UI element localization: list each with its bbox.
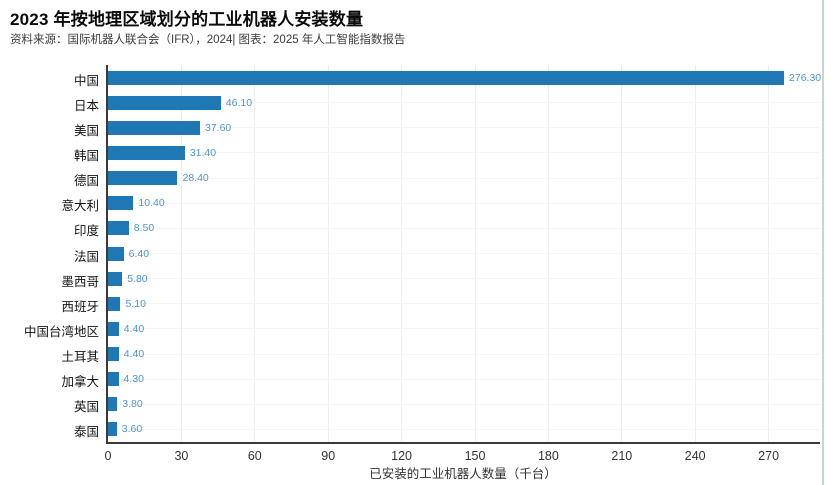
category-label: 日本 <box>73 98 99 113</box>
value-label: 28.40 <box>182 172 209 185</box>
bar-加拿大 <box>108 372 119 387</box>
bar-意大利 <box>108 196 134 211</box>
y-gridline <box>108 403 820 405</box>
y-gridline <box>108 177 820 179</box>
value-label: 5.10 <box>125 297 146 310</box>
value-label: 31.40 <box>189 146 217 159</box>
x-tick-label: 120 <box>391 449 413 463</box>
x-tick-label: 150 <box>464 449 486 463</box>
x-tick-label: 240 <box>684 449 706 463</box>
bar-法国 <box>108 246 124 261</box>
value-label: 3.60 <box>121 423 143 436</box>
value-label: 6.40 <box>128 247 150 260</box>
y-gridline <box>108 378 820 380</box>
value-label: 276.30 <box>789 71 822 84</box>
value-label: 4.40 <box>123 348 145 361</box>
x-tick-label: 30 <box>174 449 189 463</box>
value-label: 8.50 <box>133 222 155 235</box>
y-gridline <box>108 428 820 430</box>
x-tick-label: 60 <box>247 449 262 463</box>
y-gridline <box>108 303 820 305</box>
bar-土耳其 <box>108 347 119 362</box>
y-gridline <box>108 152 820 154</box>
value-label: 4.30 <box>123 373 144 386</box>
bar-韩国 <box>108 145 185 160</box>
y-gridline <box>108 278 820 280</box>
x-tick-label: 90 <box>321 449 336 463</box>
category-label: 法国 <box>73 249 99 264</box>
chart-title: 2023 年按地理区域划分的工业机器人安装数量 <box>10 10 364 29</box>
y-gridline <box>108 227 820 229</box>
bar-泰国 <box>108 422 117 437</box>
page-edge-divider <box>822 0 824 485</box>
y-gridline <box>108 328 820 330</box>
y-gridline <box>108 353 820 355</box>
chart-source-caption: 资料来源：国际机器人联合会（IFR），2024| 图表：2025 年人工智能指数… <box>10 34 406 46</box>
x-axis-label: 已安装的工业机器人数量（千台） <box>369 467 557 481</box>
x-tick-label: 0 <box>104 449 112 463</box>
x-tick-label: 180 <box>537 449 559 463</box>
category-label: 美国 <box>73 123 99 138</box>
bar-墨西哥 <box>108 271 123 286</box>
bar-日本 <box>108 95 221 110</box>
category-label: 泰国 <box>73 425 99 440</box>
category-label: 中国台湾地区 <box>23 324 99 339</box>
bar-中国 <box>108 70 785 85</box>
x-tick-label: 210 <box>611 449 633 463</box>
x-tick-label: 270 <box>758 449 780 463</box>
category-label: 印度 <box>73 224 99 239</box>
category-label: 中国 <box>73 73 99 88</box>
bar-中国台湾地区 <box>108 321 119 336</box>
value-label: 37.60 <box>204 121 232 134</box>
value-label: 4.40 <box>123 322 145 335</box>
category-label: 德国 <box>73 174 99 189</box>
y-gridline <box>108 102 820 104</box>
bar-美国 <box>108 120 200 135</box>
category-label: 意大利 <box>61 199 99 214</box>
value-label: 10.40 <box>138 197 165 210</box>
y-gridline <box>108 127 820 129</box>
category-label: 西班牙 <box>61 299 99 314</box>
value-label: 3.80 <box>122 398 143 411</box>
category-label: 韩国 <box>73 148 99 163</box>
category-label: 英国 <box>73 400 99 415</box>
category-label: 墨西哥 <box>61 274 99 289</box>
value-label: 46.10 <box>225 96 253 109</box>
bar-德国 <box>108 171 178 186</box>
bar-英国 <box>108 397 118 412</box>
y-gridline <box>108 253 820 254</box>
bar-印度 <box>108 221 129 236</box>
bar-西班牙 <box>108 296 121 311</box>
category-label: 加拿大 <box>61 375 99 390</box>
category-label: 土耳其 <box>61 350 99 365</box>
plot-area <box>106 65 820 444</box>
y-gridline <box>108 202 820 204</box>
value-label: 5.80 <box>127 272 148 285</box>
